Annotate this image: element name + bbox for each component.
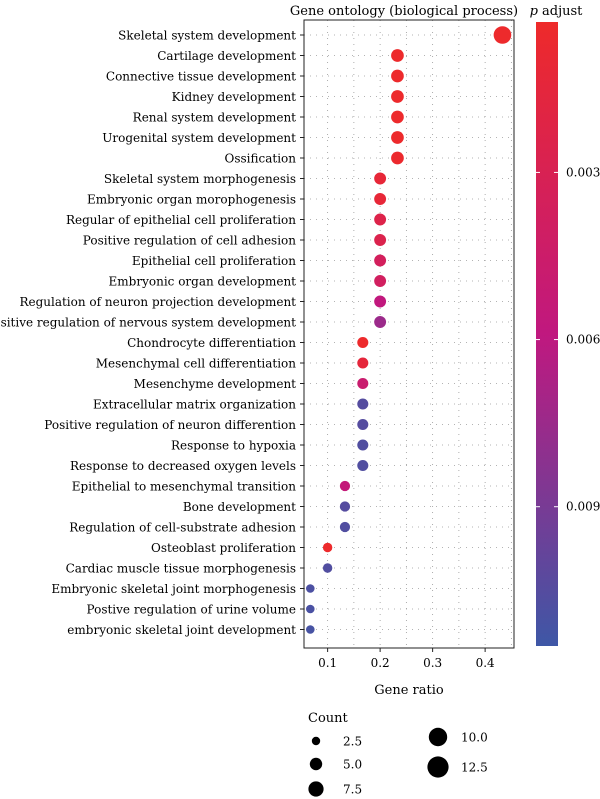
data-point [374, 254, 387, 267]
data-points [306, 26, 512, 634]
size-legend-dot [427, 756, 449, 778]
size-legend-dot [311, 736, 321, 746]
y-tick-label: Urogenital system development [102, 131, 296, 145]
data-point [374, 275, 387, 287]
x-axis: 0.1 0.2 0.3 0.4 [318, 648, 495, 670]
y-tick-label: Postive regulation of urine volume [87, 603, 296, 617]
data-point [357, 439, 369, 451]
y-tick-label: Bone development [183, 500, 296, 514]
y-tick-labels: Skeletal system development Cartilage dev… [0, 29, 304, 637]
y-tick-label: Skeletal system development [118, 29, 296, 43]
color-scale-bar [536, 22, 558, 646]
y-tick-label: Epithelial cell proliferation [132, 254, 296, 268]
data-point [357, 377, 369, 390]
y-tick-label: Chondrocyte differentiation [127, 336, 296, 350]
data-point [357, 459, 369, 472]
size-legend-dot [428, 727, 448, 747]
plot-frame [303, 19, 515, 649]
color-scale-title-italic: p [530, 4, 539, 19]
size-legend-title: Count [308, 711, 349, 726]
y-tick-label: Cartilage development [157, 49, 296, 63]
data-point [339, 521, 351, 533]
data-point [357, 357, 369, 369]
data-point [374, 295, 387, 308]
size-legend-label: 7.5 [343, 783, 362, 797]
size-legend-label: 2.5 [343, 735, 362, 749]
data-point [374, 316, 387, 328]
y-tick-label: embryonic skeletal joint development [67, 623, 296, 637]
y-tick-label: Renal system development [133, 111, 297, 125]
color-scale-title-rest: adjust [538, 4, 583, 19]
data-point [357, 398, 369, 410]
y-tick-label: Ossification [225, 152, 297, 166]
y-tick-label: Embryonic skeletal joint morphogenesis [51, 582, 296, 596]
y-tick-label: Positive regulation of neuron differenti… [44, 418, 296, 432]
y-tick-label: Response to hypoxia [171, 439, 296, 453]
y-tick-label: Response to decreased oxygen levels [70, 459, 296, 473]
size-legend-dot [308, 781, 324, 797]
y-tick-label: Cardiac muscle tissue morphogenesis [66, 562, 296, 576]
color-scale-tick-label: 0.003 [566, 165, 600, 179]
data-point [391, 49, 404, 62]
data-point [339, 501, 351, 512]
grid [304, 20, 514, 648]
color-scale-ticks: 0.003 0.006 0.009 [536, 165, 600, 514]
data-point [391, 110, 404, 124]
color-scale-tick-label: 0.009 [566, 500, 600, 514]
y-tick-label: Mesenchyme development [134, 377, 297, 391]
y-tick-label: Regular of epithelial cell proliferation [66, 213, 296, 227]
data-point [339, 480, 351, 492]
data-point [374, 172, 387, 185]
y-tick-label: Positive regulation of cell adhesion [83, 234, 297, 248]
y-tick-label: Mesenchymal cell differentiation [96, 357, 297, 371]
data-point [306, 625, 315, 634]
y-tick-label: Extracellular matrix organization [93, 398, 296, 412]
color-scale-tick-label: 0.006 [566, 333, 600, 347]
size-legend: 2.5 5.0 7.5 10.0 12.5 [308, 727, 488, 797]
data-point [306, 584, 315, 593]
y-tick-label: Positive regulation of nervous system de… [0, 316, 296, 330]
data-point [374, 213, 387, 226]
size-legend-label: 12.5 [461, 761, 488, 775]
x-axis-label: Gene ratio [374, 683, 444, 698]
data-point [391, 151, 404, 165]
data-point [322, 563, 333, 573]
x-tick-label: 0.3 [423, 656, 442, 670]
size-legend-label: 5.0 [343, 758, 362, 772]
y-tick-label: Connective tissue development [106, 70, 296, 84]
data-point [306, 604, 315, 614]
color-scale-title: p adjust [530, 4, 584, 19]
data-point [391, 90, 404, 103]
y-tick-label: Embryonic organ development [109, 275, 297, 289]
data-point [374, 234, 387, 246]
x-tick-label: 0.1 [318, 656, 337, 670]
data-point [493, 26, 512, 44]
data-point [357, 418, 369, 431]
size-legend-dot [309, 757, 323, 771]
x-tick-label: 0.4 [476, 656, 495, 670]
x-tick-label: 0.2 [371, 656, 390, 670]
data-point [374, 193, 387, 205]
y-tick-label: Epithelial to mesenchymal transition [72, 480, 296, 494]
y-tick-label: Embryonic organ morophogenesis [87, 193, 296, 207]
y-tick-label: Skeletal system morphogenesis [104, 172, 296, 186]
chart-title: Gene ontology (biological process) [290, 4, 518, 19]
y-tick-label: Regulation of neuron projection developm… [19, 295, 296, 309]
data-point [391, 69, 404, 83]
data-point [391, 131, 404, 144]
y-tick-label: Kidney development [172, 90, 297, 104]
data-point [357, 336, 369, 349]
size-legend-label: 10.0 [461, 731, 488, 745]
data-point [322, 542, 333, 553]
y-tick-label: Regulation of cell-substrate adhesion [69, 521, 296, 535]
y-tick-label: Osteoblast proliferation [151, 541, 296, 555]
